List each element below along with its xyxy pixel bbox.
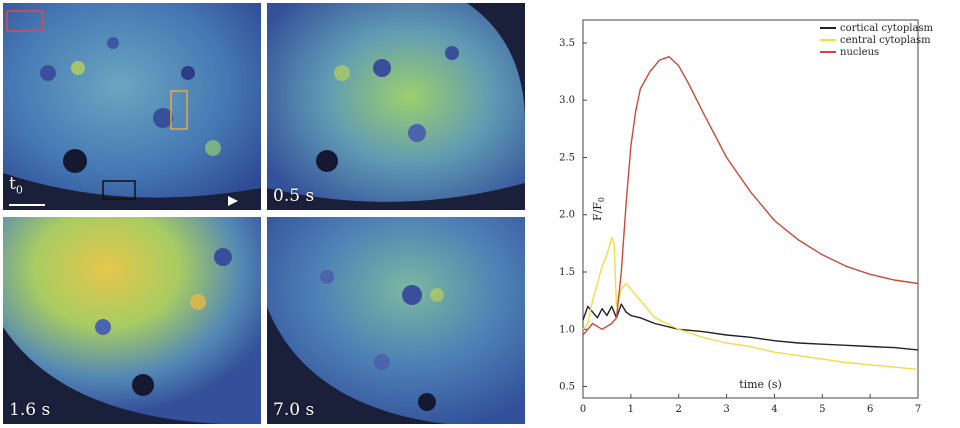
micrograph-image	[267, 3, 525, 210]
legend-entry: nucleus	[840, 47, 879, 58]
scale-bar	[9, 204, 45, 206]
legend-entry: central cytoplasm	[840, 35, 931, 46]
micrograph-image	[3, 3, 261, 210]
x-tick-label: 2	[676, 404, 682, 415]
chart-ticks: 0 1 2 3 4 5 6 7 0.5 1.0 1.5 2.0 2.5 3.0 3.5	[559, 38, 921, 415]
chart-axes	[582, 19, 919, 399]
y-tick-label: 2.5	[559, 152, 575, 163]
y-axis-label: F/F0	[591, 197, 606, 221]
x-tick-label: 3	[723, 404, 729, 415]
chart-lines	[582, 56, 919, 371]
fluorescence-chart: 0 1 2 3 4 5 6 7 0.5 1.0 1.5 2.0 2.5 3.0 3.5 cortical c…	[559, 19, 934, 415]
legend-entry: cortical cytoplasm	[840, 23, 934, 34]
roi-orange	[170, 90, 188, 130]
roi-red	[6, 10, 44, 32]
series-line-cortical-cytoplasm	[582, 303, 919, 351]
x-axis-label: time (s)	[739, 378, 782, 391]
micrograph-image	[267, 217, 525, 424]
y-tick-label: 2.0	[559, 210, 575, 221]
x-tick-label: 7	[915, 404, 921, 415]
series-line-nucleus	[582, 56, 919, 336]
panel-label-7-0s: 7.0 s	[273, 400, 315, 420]
micrograph-panel-7-0s: 7.0 s	[267, 217, 525, 424]
arrowhead-icon	[228, 196, 238, 206]
x-tick-label: 0	[580, 404, 586, 415]
y-tick-label: 3.5	[559, 38, 575, 49]
roi-black	[102, 180, 136, 200]
micrograph-panel-1-6s: 1.6 s	[3, 217, 261, 424]
micrograph-panel-t0: t0	[3, 3, 261, 210]
x-tick-label: 5	[819, 404, 825, 415]
panel-label-t0: t0	[9, 173, 23, 196]
y-tick-label: 1.5	[559, 267, 575, 278]
micrograph-image	[3, 217, 261, 424]
panel-label-0-5s: 0.5 s	[273, 186, 315, 206]
x-tick-label: 6	[867, 404, 873, 415]
x-tick-label: 4	[771, 404, 777, 415]
plot-frame	[582, 19, 919, 399]
panel-label-1-6s: 1.6 s	[9, 400, 51, 420]
y-tick-label: 1.0	[559, 324, 575, 335]
x-tick-label: 1	[628, 404, 634, 415]
micrograph-panel-0-5s: 0.5 s	[267, 3, 525, 210]
series-line-central-cytoplasm	[582, 236, 919, 371]
y-tick-label: 3.0	[559, 95, 575, 106]
y-tick-label: 0.5	[559, 382, 575, 393]
